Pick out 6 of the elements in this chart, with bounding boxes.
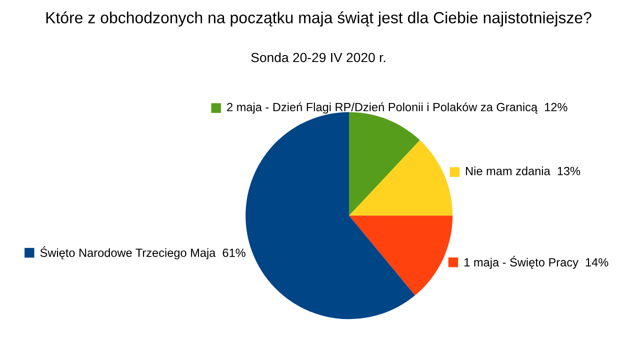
chart-title: Które z obchodzonych na początku maja świąt jest dla Ciebie najistotniejsze? (46, 11, 592, 27)
legend-label: Nie mam zdania 13% (466, 166, 580, 176)
chart-subtitle: Sonda 20-29 IV 2020 r. (251, 52, 386, 62)
legend-label: 1 maja - Święto Pracy 14% (464, 256, 608, 269)
legend-label: 2 maja - Dzień Flagi RP/Dzień Polonii i Polaków za Granicą 12% (227, 102, 568, 114)
legend-label: Święto Narodowe Trzeciego Maja 61% (40, 246, 246, 260)
